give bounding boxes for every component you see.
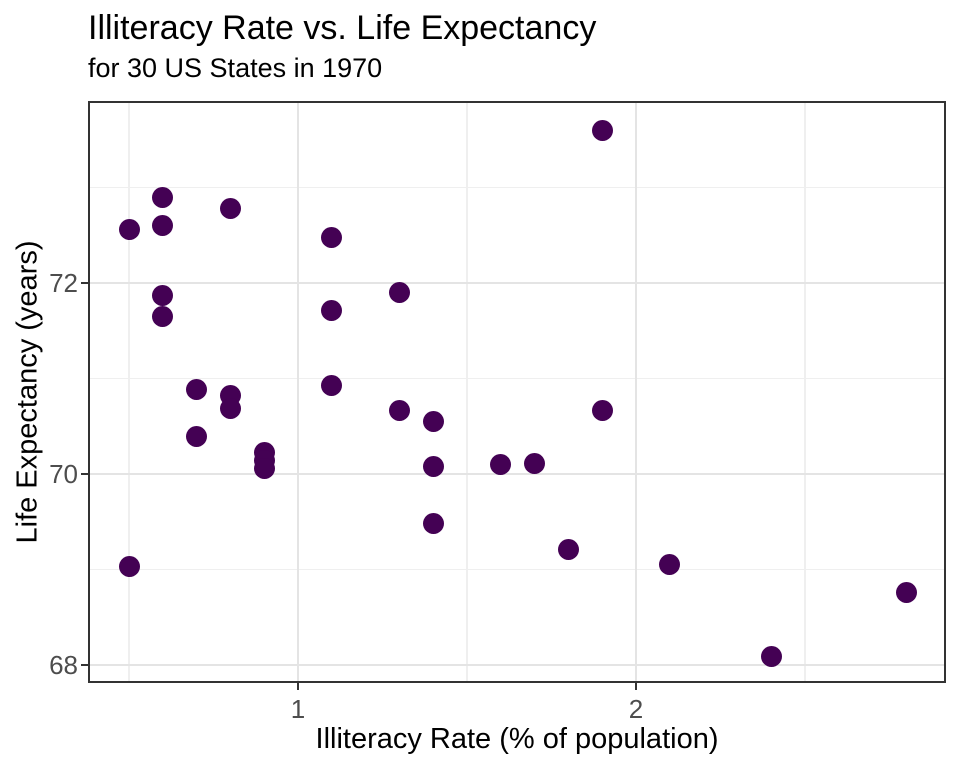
data-point: [524, 452, 546, 474]
data-point: [321, 226, 343, 248]
y-major-gridline: [88, 664, 946, 666]
data-point: [152, 305, 174, 327]
data-point: [422, 455, 444, 477]
y-axis-tick: [81, 664, 88, 666]
data-point: [591, 119, 613, 141]
y-major-gridline: [88, 473, 946, 475]
y-minor-gridline: [88, 186, 946, 189]
data-point: [760, 645, 782, 667]
y-major-gridline: [88, 282, 946, 284]
data-point: [659, 554, 681, 576]
data-point: [557, 538, 579, 560]
x-tick-label: 1: [290, 694, 306, 724]
x-minor-gridline: [128, 101, 130, 683]
x-major-gridline: [635, 101, 637, 683]
data-point: [321, 300, 343, 322]
x-minor-gridline: [466, 101, 468, 683]
chart-subtitle: for 30 US States in 1970: [88, 53, 383, 83]
data-point: [253, 457, 275, 479]
data-point: [118, 219, 140, 241]
panel-border: [88, 101, 946, 683]
y-axis-tick: [81, 473, 88, 475]
data-point: [186, 426, 208, 448]
data-point: [186, 379, 208, 401]
data-point: [219, 397, 241, 419]
data-point: [152, 284, 174, 306]
x-tick-label: 2: [628, 694, 644, 724]
data-point: [422, 410, 444, 432]
data-point: [152, 215, 174, 237]
data-point: [422, 513, 444, 535]
data-point: [118, 556, 140, 578]
y-axis-tick: [81, 282, 88, 284]
data-point: [895, 581, 917, 603]
x-axis-title: Illiteracy Rate (% of population): [315, 723, 719, 755]
data-point: [490, 453, 512, 475]
y-minor-gridline: [88, 377, 946, 380]
y-tick-label: 68: [49, 650, 78, 680]
x-axis-tick: [635, 683, 637, 690]
plot-panel: [88, 101, 946, 683]
y-minor-gridline: [88, 568, 946, 571]
y-tick-label: 72: [49, 268, 78, 298]
data-point: [219, 198, 241, 219]
data-point: [388, 282, 410, 304]
chart-title: Illiteracy Rate vs. Life Expectancy: [88, 9, 597, 47]
x-axis-tick: [297, 683, 299, 690]
x-minor-gridline: [804, 101, 806, 683]
data-point: [388, 400, 410, 422]
data-point: [321, 374, 343, 396]
data-point: [152, 186, 174, 208]
x-major-gridline: [297, 101, 299, 683]
y-tick-label: 70: [49, 459, 78, 489]
data-point: [591, 400, 613, 422]
